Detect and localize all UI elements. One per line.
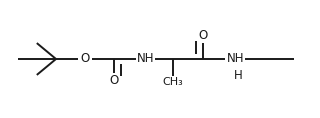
Text: O: O	[109, 74, 118, 87]
Text: CH₃: CH₃	[163, 77, 183, 87]
Text: O: O	[199, 30, 208, 42]
Text: NH: NH	[227, 53, 244, 65]
Text: H: H	[234, 69, 243, 82]
Text: O: O	[80, 53, 89, 65]
Text: NH: NH	[137, 53, 154, 65]
